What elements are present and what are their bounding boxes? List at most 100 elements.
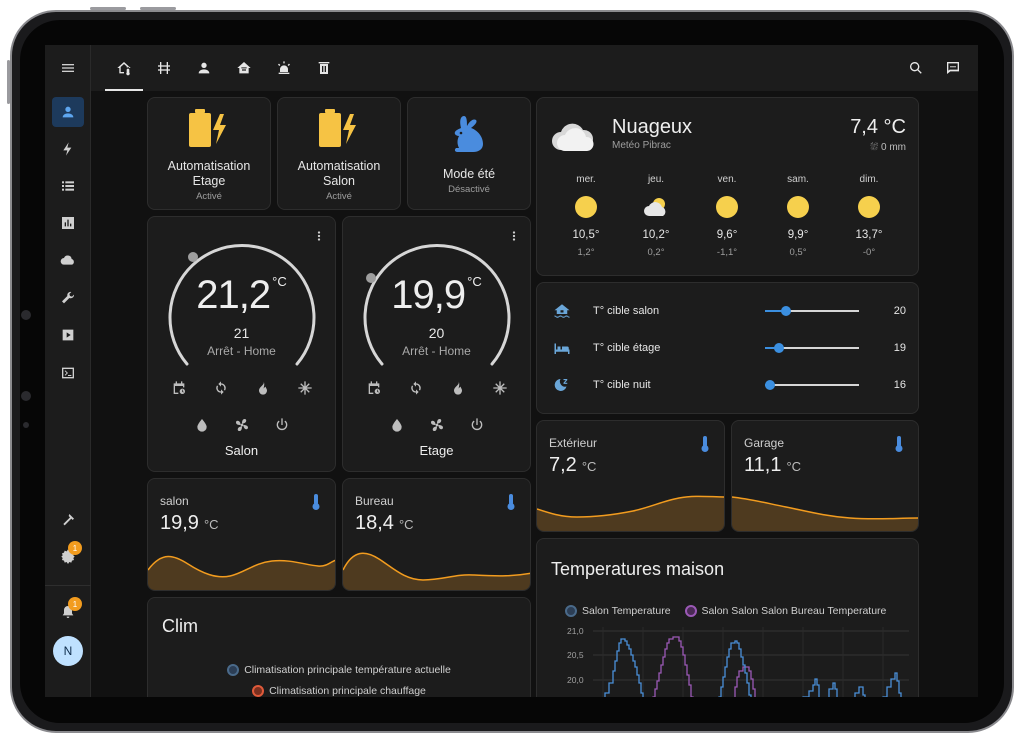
water-percent-icon[interactable]	[389, 417, 405, 433]
terminal-icon	[62, 367, 74, 379]
sensor-garage[interactable]: Garage 11,1 °C	[731, 420, 919, 532]
slider-knob[interactable]	[780, 306, 791, 316]
sensor-exterieur[interactable]: Extérieur 7,2 °C	[536, 420, 725, 532]
forecast-day: dim. 13,7° -0°	[855, 174, 883, 258]
button-automatisation-salon[interactable]: Automatisation Salon Activé	[277, 97, 401, 210]
slider-knob[interactable]	[764, 380, 775, 390]
tab-alarm-light[interactable]	[269, 53, 299, 83]
sensor-label: Garage	[744, 436, 785, 450]
tab-home-thermometer[interactable]	[105, 53, 143, 91]
tab-person[interactable]	[189, 53, 219, 83]
legend-item[interactable]: Climatisation principale température act…	[227, 664, 451, 676]
button-automatisation-etage[interactable]: Automatisation Etage Activé	[147, 97, 271, 210]
thermometer-icon	[895, 436, 903, 452]
rabbit-icon	[454, 116, 483, 152]
more-button[interactable]	[975, 53, 978, 83]
assist-button[interactable]	[938, 53, 968, 83]
button-mode-ete[interactable]: Mode été Désactivé	[407, 97, 531, 210]
sensor-history-graph	[732, 496, 918, 531]
fire-icon[interactable]	[450, 380, 466, 396]
sidebar-item-overview[interactable]	[52, 97, 84, 127]
slider-value: 16	[893, 379, 906, 391]
thermostat-name: Etage	[419, 443, 454, 458]
sensor-salon[interactable]: salon 19,9 °C	[147, 478, 336, 591]
sensor-history-graph	[537, 495, 724, 531]
slider-row-etage: T° cible étage 19	[553, 338, 906, 358]
sensor-value: 11,1 °C	[744, 454, 802, 476]
power-icon[interactable]	[274, 417, 290, 433]
side-button	[7, 60, 10, 104]
legend-item[interactable]: Salon Salon Salon Bureau Temperature	[684, 605, 886, 617]
alarm-light-icon	[278, 61, 290, 74]
sidebar-item-energy[interactable]	[52, 134, 84, 164]
sidebar-item-developer-tools[interactable]	[52, 505, 84, 535]
legend-item[interactable]: Salon Temperature	[565, 605, 671, 617]
thermostat-etage: 19,9 °C 20 Arrêt - Home Etage	[342, 216, 531, 472]
sunny-icon	[716, 196, 738, 218]
sidebar-item-terminal[interactable]	[52, 358, 84, 388]
chart-title: Temperatures maison	[551, 559, 725, 579]
fan-icon[interactable]	[429, 417, 445, 433]
sensor-label: Bureau	[355, 494, 394, 508]
calendar-clock-icon[interactable]	[171, 380, 187, 396]
fan-icon[interactable]	[234, 417, 250, 433]
sidebar-item-config[interactable]	[52, 283, 84, 313]
y-tick: 21,0	[567, 626, 584, 636]
slider-track[interactable]	[765, 343, 859, 353]
comment-processing-icon	[947, 62, 959, 74]
settings-badge: 1	[68, 541, 82, 555]
sidebar-item-media[interactable]	[52, 320, 84, 350]
snowflake-icon[interactable]	[492, 380, 508, 396]
thermostat-menu-button[interactable]	[508, 229, 520, 243]
slider-track[interactable]	[764, 380, 859, 390]
thermometer-icon	[312, 494, 320, 510]
tab-trash[interactable]	[309, 53, 339, 83]
snowflake-icon[interactable]	[297, 380, 313, 396]
power-icon[interactable]	[469, 417, 485, 433]
sensor-label: salon	[160, 494, 189, 508]
slider-knob[interactable]	[774, 343, 785, 353]
dots-vertical-icon	[512, 231, 516, 241]
sidebar-divider	[45, 585, 91, 586]
screen: 1 1 N	[45, 45, 978, 697]
person-icon	[198, 62, 210, 74]
dots-vertical-icon	[977, 60, 978, 76]
cloud-icon	[60, 255, 74, 265]
thermostat-menu-button[interactable]	[313, 229, 325, 243]
list-icon	[62, 181, 74, 191]
menu-button[interactable]	[52, 53, 84, 83]
sidebar-item-logbook[interactable]	[52, 171, 84, 201]
lightning-icon	[63, 142, 72, 156]
slider-value: 19	[893, 342, 906, 354]
calendar-clock-icon[interactable]	[366, 380, 382, 396]
heat-pump-icon	[158, 62, 170, 74]
search-icon	[910, 62, 922, 74]
sidebar-item-history[interactable]	[52, 208, 84, 238]
sidebar-item-cloud[interactable]	[52, 245, 84, 275]
thermostat-dial[interactable]	[163, 234, 321, 370]
temperature-chart	[593, 627, 909, 697]
bed-icon	[553, 340, 571, 356]
sensor-value: 7,2 °C	[549, 454, 597, 476]
autorenew-icon[interactable]	[408, 380, 424, 396]
sidebar-item-notifications[interactable]: 1	[52, 597, 84, 627]
forecast-day: mer. 10,5° 1,2°	[572, 174, 600, 258]
search-button[interactable]	[901, 53, 931, 83]
thermostat-dial[interactable]	[358, 234, 516, 370]
weather-condition: Nuageux	[612, 116, 693, 138]
sensor-bureau[interactable]: Bureau 18,4 °C	[342, 478, 531, 591]
slider-label: T° cible nuit	[593, 379, 651, 391]
tab-home-automation[interactable]	[229, 53, 259, 83]
fire-icon[interactable]	[255, 380, 271, 396]
forecast-day: ven. 9,6° -1,1°	[716, 174, 738, 258]
water-percent-icon[interactable]	[194, 417, 210, 433]
legend-item[interactable]: Climatisation principale chauffage	[252, 685, 426, 697]
sidebar-item-settings[interactable]: 1	[52, 541, 84, 571]
user-avatar[interactable]: N	[53, 636, 83, 666]
sunny-icon	[858, 196, 880, 218]
trash-icon	[318, 62, 330, 74]
slider-track[interactable]	[765, 306, 859, 316]
tab-heat-pump[interactable]	[149, 53, 179, 83]
autorenew-icon[interactable]	[213, 380, 229, 396]
weather-forecast-card[interactable]: Nuageux Metéo Pibrac 7,4 °C ⛆ 0 mm mer. …	[536, 97, 919, 276]
